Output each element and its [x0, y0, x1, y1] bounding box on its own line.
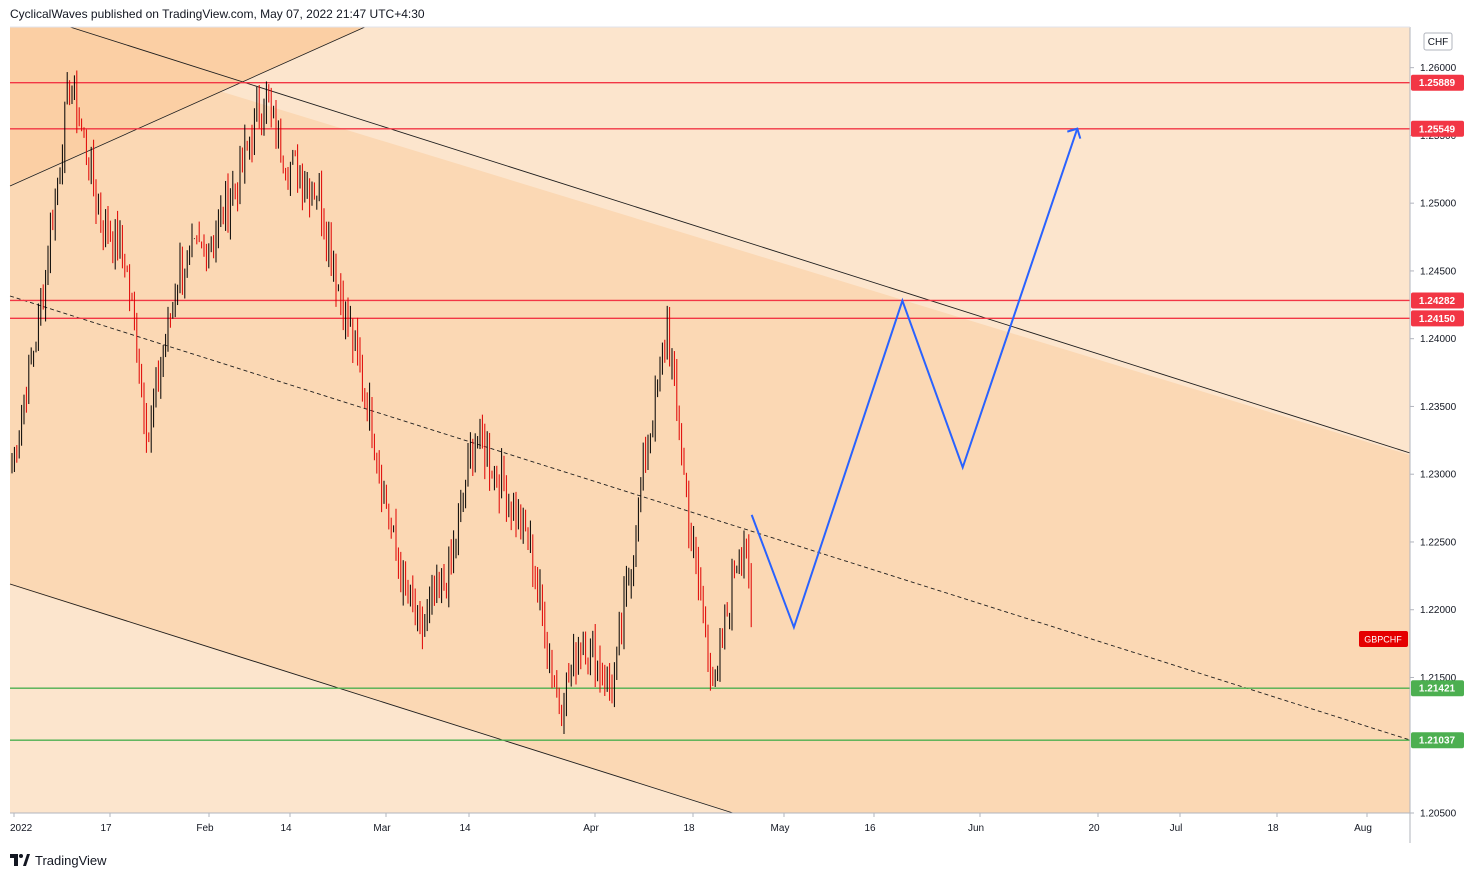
x-tick-label: Jun: [968, 823, 984, 834]
level-price-label: 1.25889: [1419, 78, 1456, 89]
channel-upper-line: [69, 26, 1411, 454]
tradingview-logo-icon: [10, 854, 30, 866]
tradingview-brand: TradingView: [35, 852, 107, 868]
x-tick-label: 18: [683, 823, 695, 834]
wedge-line: [9, 26, 366, 187]
projection-arrow-head: [1067, 127, 1082, 139]
y-tick-label: 1.23000: [1420, 470, 1457, 481]
channel-fill: [10, 27, 1410, 813]
candles: [11, 70, 752, 735]
y-tick-label: 1.26000: [1420, 63, 1457, 74]
level-price-tag: [1411, 120, 1464, 137]
y-tick-label: 1.22500: [1420, 537, 1457, 548]
y-tick-label: 1.24500: [1420, 266, 1457, 277]
chart-background: [10, 27, 1410, 813]
currency-box: [1423, 32, 1453, 51]
y-tick-label: 1.23500: [1420, 402, 1457, 413]
level-price-label: 1.25549: [1419, 124, 1456, 135]
level-price-tag: [1411, 680, 1464, 697]
x-tick-label: Feb: [196, 823, 214, 834]
x-tick-label: Apr: [583, 823, 599, 834]
x-tick-label: 20: [1088, 823, 1100, 834]
currency-label: CHF: [1428, 37, 1449, 48]
level-price-label: 1.21421: [1419, 684, 1456, 695]
level-price-tag: [1411, 732, 1464, 749]
x-tick-label: 2022: [10, 823, 33, 834]
channel-lower-line: [9, 583, 734, 814]
y-tick-label: 1.25000: [1420, 199, 1457, 210]
x-tick-label: Mar: [373, 823, 391, 834]
x-tick-label: 14: [459, 823, 471, 834]
y-tick-label: 1.22000: [1420, 605, 1457, 616]
symbol-label: GBPCHF: [1364, 635, 1402, 645]
x-tick-label: Jul: [1170, 823, 1183, 834]
level-price-tag: [1411, 292, 1464, 309]
x-tick-label: May: [771, 823, 790, 834]
level-price-label: 1.21037: [1419, 736, 1456, 747]
level-price-label: 1.24282: [1419, 296, 1456, 307]
axes: CHF1.260001.255001.250001.245001.240001.…: [10, 26, 1464, 843]
x-tick-label: 18: [1267, 823, 1279, 834]
channel-lines: [9, 26, 1411, 814]
level-price-tag: [1411, 74, 1464, 91]
publish-header: CyclicalWaves published on TradingView.c…: [10, 7, 425, 21]
x-tick-label: 17: [100, 823, 112, 834]
projection: [750, 127, 1082, 631]
x-tick-label: Aug: [1354, 823, 1372, 834]
y-tick-label: 1.20500: [1420, 809, 1457, 820]
symbol-tag: [1359, 631, 1408, 647]
level-price-tag: [1411, 310, 1464, 327]
level-price-label: 1.24150: [1419, 314, 1456, 325]
y-tick-label: 1.24000: [1420, 334, 1457, 345]
x-tick-label: 16: [864, 823, 876, 834]
projection-path: [750, 128, 1079, 631]
y-tick-label: 1.21500: [1420, 673, 1457, 684]
footer: TradingView: [10, 851, 107, 869]
x-tick-label: 14: [280, 823, 292, 834]
